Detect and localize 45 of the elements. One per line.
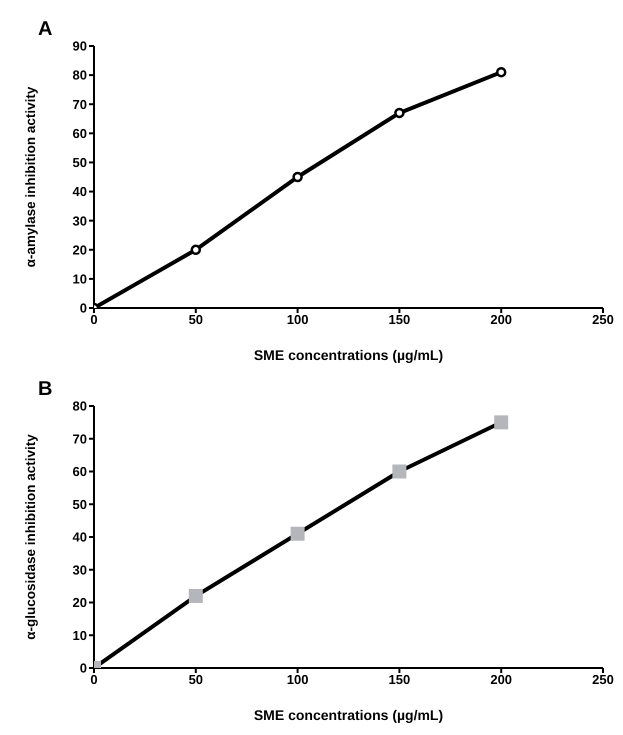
y-tick-label: 80	[72, 398, 87, 414]
x-tick-label: 150	[388, 672, 410, 688]
y-tick-label: 90	[72, 38, 87, 54]
y-tick-label: 30	[72, 213, 87, 228]
x-tick-label: 150	[388, 312, 410, 328]
x-tick-label: 0	[90, 672, 98, 688]
point	[188, 588, 203, 603]
x-tick-label: 200	[490, 672, 512, 688]
y-tick-label: 70	[72, 96, 87, 112]
point	[190, 244, 202, 256]
point	[494, 415, 508, 430]
y-tick-label: 0	[80, 660, 87, 676]
x-tick-label: 100	[286, 672, 308, 688]
x-tick-label: 250	[592, 312, 614, 328]
y-axis-title: α-amylase inhibition activity	[22, 86, 38, 268]
y-tick-label: 40	[72, 184, 87, 200]
y-tick-label: 60	[72, 126, 87, 141]
y-tick-label: 70	[72, 431, 87, 446]
x-tick-label: 0	[90, 312, 98, 328]
y-tick-label: 40	[72, 530, 87, 545]
x-tick-label: 50	[188, 672, 204, 688]
y-tick-label: 20	[72, 595, 87, 610]
chart-title: B	[38, 378, 52, 401]
y-tick-label: 0	[80, 300, 87, 316]
x-tick-label: 100	[286, 312, 308, 328]
point	[496, 66, 506, 78]
point	[394, 108, 405, 118]
y-tick-label: 10	[72, 272, 87, 287]
y-tick-label: 30	[72, 562, 87, 578]
y-axis-title: α-glucosidase inhibition activity	[22, 434, 38, 640]
y-tick-label: 50	[72, 496, 87, 512]
point	[290, 526, 305, 541]
x-axis-title: SME concentrations (µg/mL)	[254, 707, 444, 723]
x-tick-label: 250	[592, 672, 614, 688]
x-tick-label: 50	[188, 312, 204, 328]
y-tick-label: 80	[72, 68, 87, 83]
x-axis-title: SME concentrations (µg/mL)	[254, 347, 444, 363]
point	[292, 172, 303, 182]
y-tick-label: 60	[72, 464, 87, 480]
point	[392, 464, 406, 478]
y-tick-label: 10	[72, 628, 87, 643]
y-tick-label: 20	[72, 242, 87, 258]
chart-title: A	[38, 18, 52, 41]
y-tick-label: 50	[72, 155, 87, 170]
x-tick-label: 200	[490, 312, 512, 328]
